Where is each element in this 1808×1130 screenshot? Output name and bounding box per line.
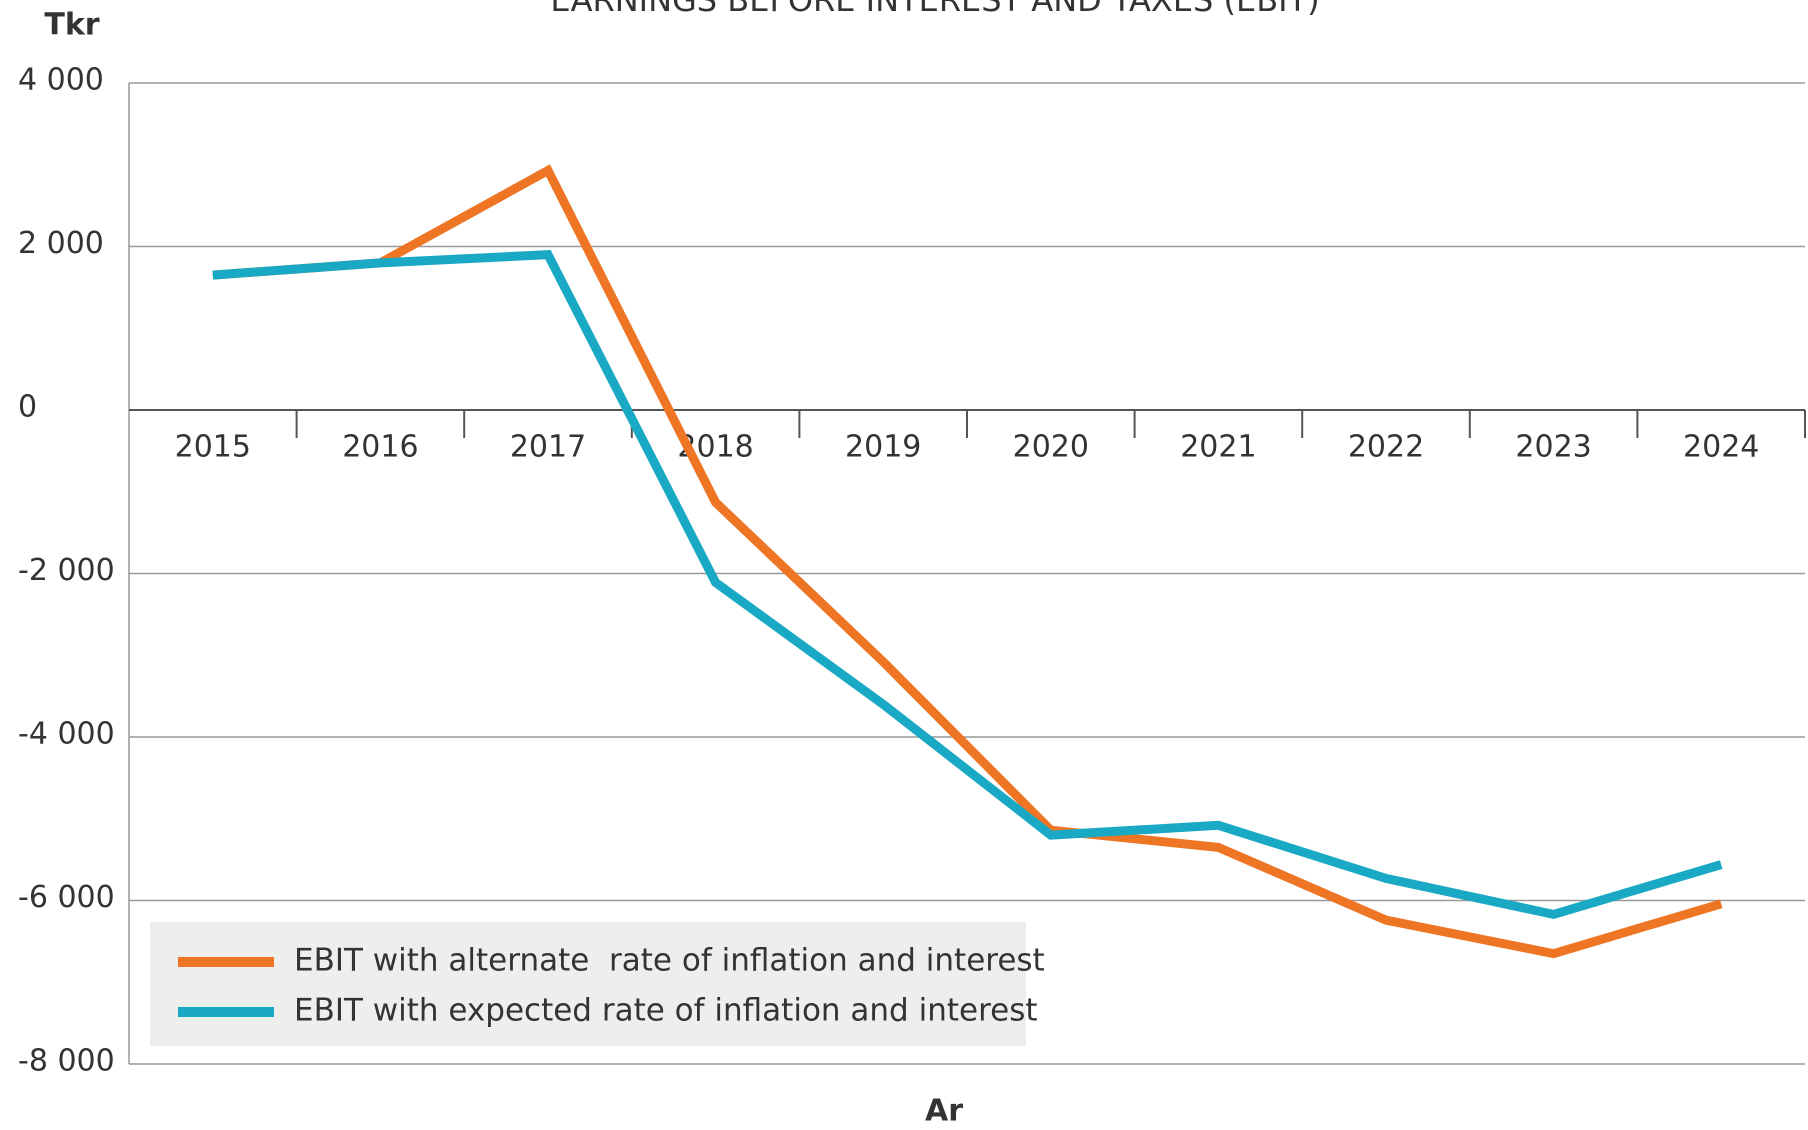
y-axis-label: Tkr: [44, 8, 99, 43]
y-tick-label: -2 000: [18, 553, 115, 588]
x-tick-label: 2015: [175, 430, 251, 465]
x-tick-label: 2024: [1683, 430, 1759, 465]
x-tick-label: 2022: [1348, 430, 1424, 465]
x-axis-label: Ar: [925, 1094, 963, 1129]
x-tick-label: 2023: [1515, 430, 1591, 465]
y-tick-label: 0: [18, 390, 37, 425]
legend-label: EBIT with expected rate of inflation and…: [294, 993, 1038, 1029]
y-tick-label: -4 000: [18, 717, 115, 752]
x-tick-label: 2019: [845, 430, 921, 465]
y-tick-label: -6 000: [18, 880, 115, 915]
legend-label: EBIT with alternate rate of inflation an…: [294, 943, 1045, 979]
x-tick-label: 2017: [510, 430, 586, 465]
x-tick-label: 2020: [1013, 430, 1089, 465]
series-line: [212, 250, 1723, 920]
series-line: [212, 164, 1723, 959]
chart-title: EARNINGS BEFORE INTEREST AND TAXES (EBIT…: [550, 0, 1319, 19]
x-tick-label: 2021: [1180, 430, 1256, 465]
legend-box: [150, 922, 1026, 1046]
y-tick-label: 2 000: [18, 226, 104, 261]
y-tick-label: 4 000: [18, 63, 104, 98]
x-tick-label: 2016: [342, 430, 418, 465]
y-tick-label: -8 000: [18, 1044, 115, 1079]
